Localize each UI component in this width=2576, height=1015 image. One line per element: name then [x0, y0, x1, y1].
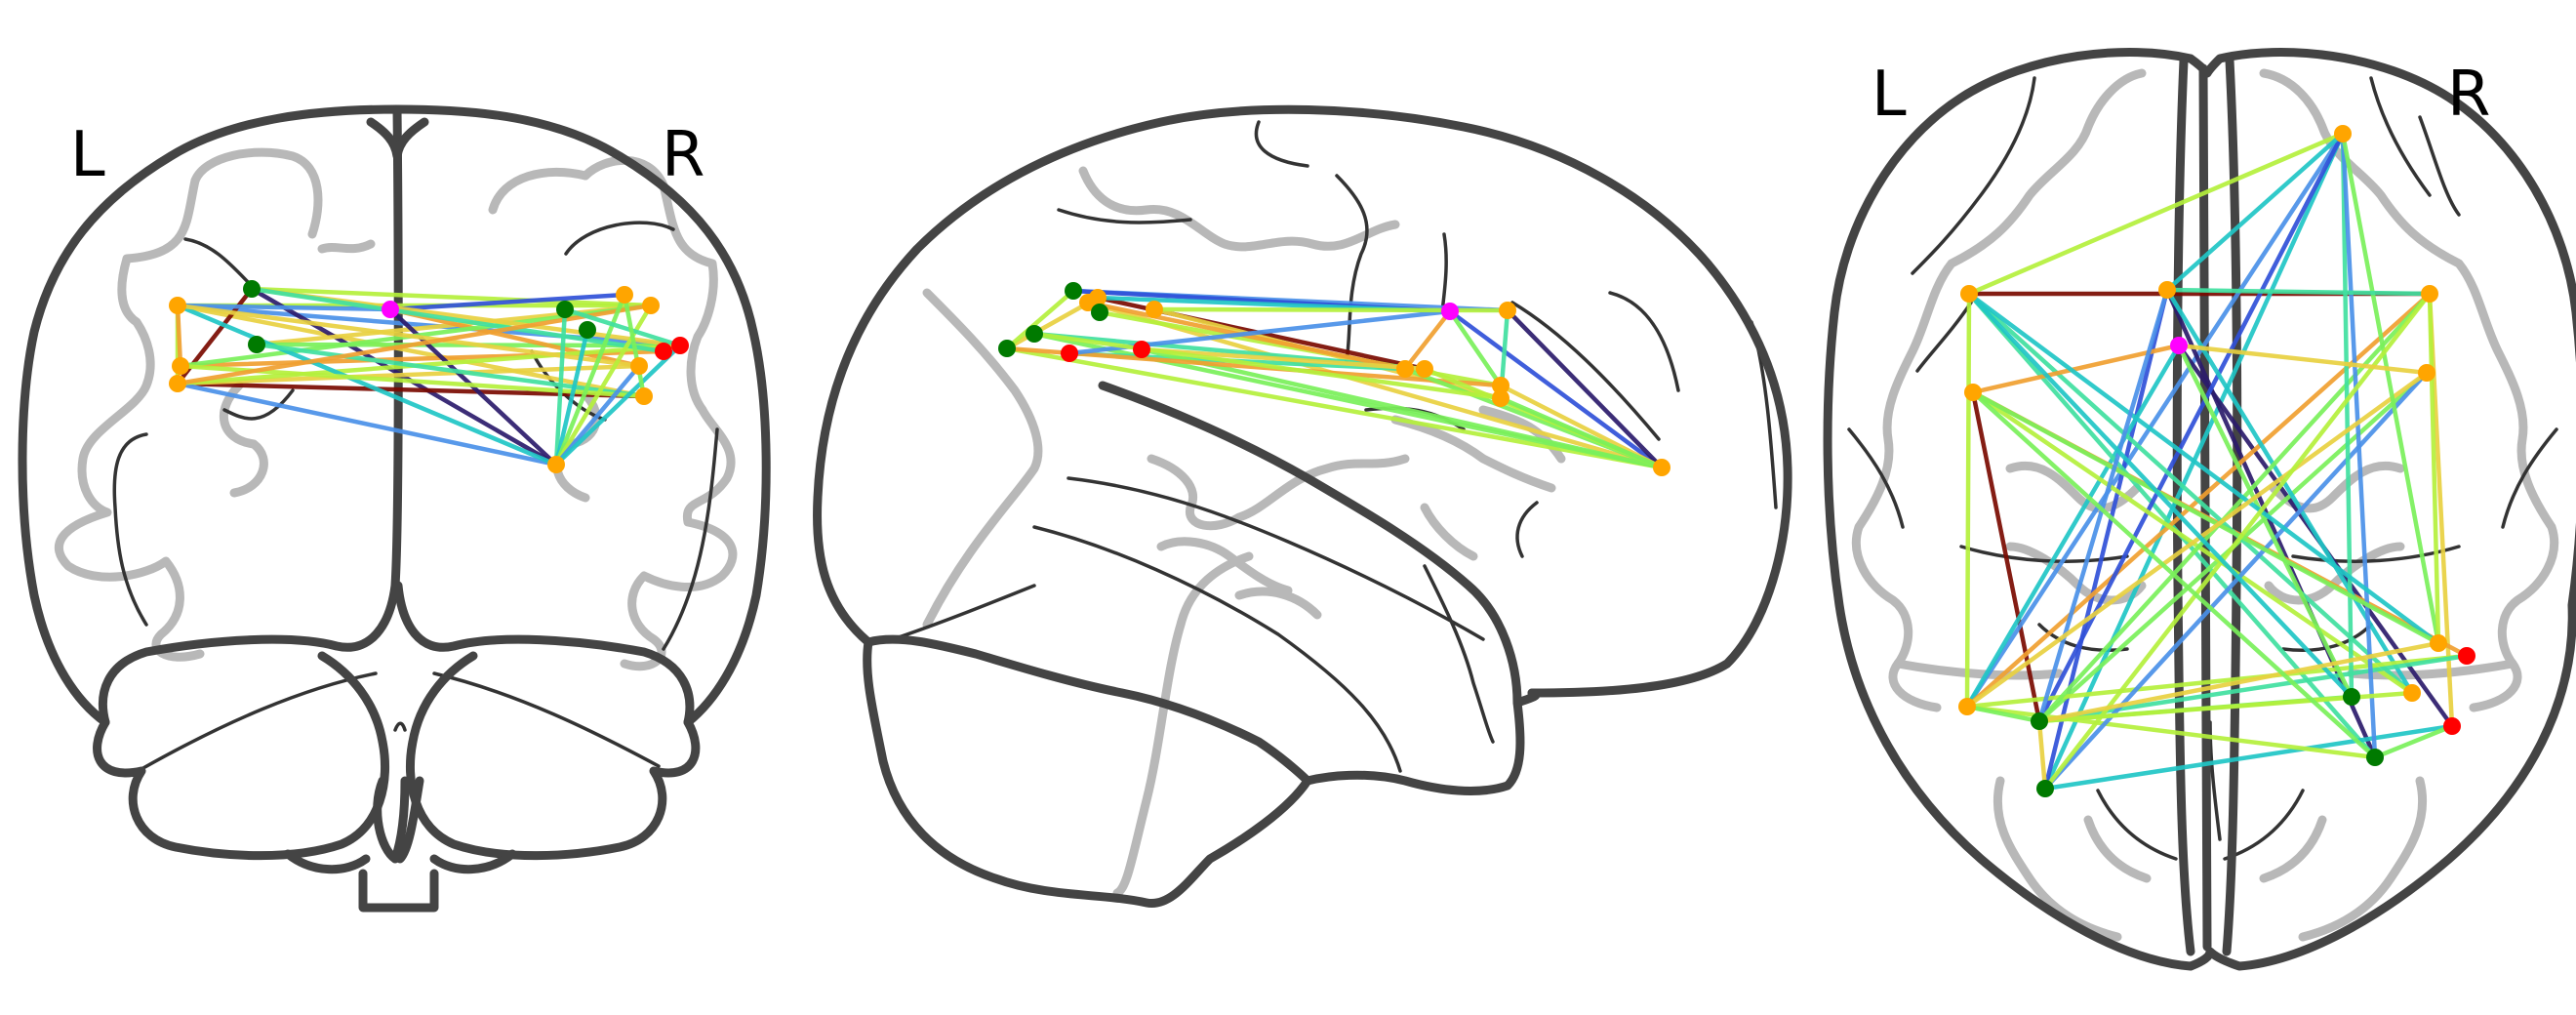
sagittal-white-matter	[927, 171, 1561, 893]
coronal-node	[671, 337, 689, 354]
axial-node	[2036, 780, 2054, 797]
coronal-node	[172, 357, 189, 375]
sagittal-node	[1416, 360, 1433, 378]
sagittal-node	[1441, 303, 1459, 320]
coronal-node	[556, 301, 574, 318]
coronal-node	[382, 301, 399, 318]
coronal-edge	[178, 305, 181, 366]
axial-node	[2430, 634, 2447, 652]
sagittal-edge	[1405, 311, 1450, 369]
axial-node	[2403, 684, 2421, 702]
axial-node	[2418, 364, 2435, 382]
coronal-connectome-edges	[178, 289, 680, 465]
axial-node	[2366, 749, 2384, 766]
sagittal-node	[1499, 302, 1516, 319]
sagittal-node	[1133, 341, 1150, 358]
axial-node	[2343, 688, 2360, 706]
coronal-node	[655, 343, 672, 360]
coronal-left-label: L	[70, 119, 105, 191]
axial-node	[1958, 698, 1976, 715]
coronal-node	[616, 286, 633, 304]
sagittal-node	[1146, 301, 1163, 318]
coronal-right-label: R	[662, 119, 704, 191]
sagittal-node	[1396, 360, 1414, 378]
axial-edge	[2039, 721, 2045, 789]
sagittal-node	[1065, 282, 1082, 300]
coronal-node	[547, 456, 565, 473]
axial-connectome-edges	[1967, 134, 2467, 789]
axial-node	[2458, 647, 2475, 665]
sagittal-node	[1492, 389, 1509, 407]
coronal-edge	[178, 384, 556, 465]
axial-node	[2443, 717, 2461, 735]
axial-outline	[1828, 52, 2576, 966]
sagittal-node	[1091, 304, 1108, 321]
coronal-node	[642, 297, 660, 314]
axial-right-label: R	[2447, 59, 2490, 131]
axial-node	[2031, 712, 2048, 730]
axial-node	[1960, 285, 1978, 303]
axial-edge	[1967, 294, 1969, 707]
axial-node	[1964, 384, 1982, 401]
coronal-node	[635, 387, 653, 405]
coronal-node	[169, 297, 186, 314]
axial-node	[2334, 125, 2352, 142]
sagittal-view	[818, 109, 1789, 903]
axial-edge	[1967, 707, 2375, 757]
coronal-node	[579, 321, 596, 339]
sagittal-edge	[1450, 311, 1501, 386]
coronal-node	[243, 280, 261, 298]
coronal-node	[169, 375, 186, 392]
axial-edge	[2045, 726, 2452, 789]
coronal-node	[248, 336, 265, 353]
coronal-outline	[22, 109, 766, 908]
coronal-node	[630, 357, 648, 375]
axial-node	[2158, 281, 2176, 299]
sagittal-node	[998, 340, 1016, 357]
axial-left-label: L	[1872, 59, 1907, 131]
coronal-view: L R	[22, 109, 766, 908]
axial-node	[2170, 337, 2188, 354]
axial-view: L R	[1828, 52, 2576, 966]
sagittal-node	[1026, 325, 1043, 343]
sagittal-node	[1653, 459, 1670, 476]
sagittal-outline	[818, 109, 1789, 903]
sagittal-node	[1061, 345, 1078, 362]
axial-edge	[1969, 134, 2343, 294]
axial-node	[2421, 285, 2438, 303]
